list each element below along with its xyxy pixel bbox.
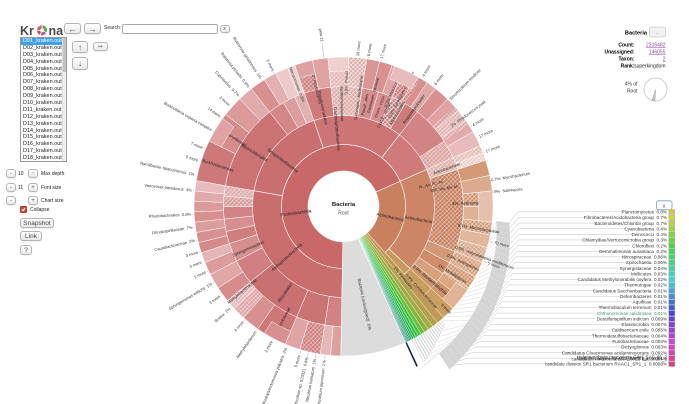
svg-text:3 more: 3 more [208, 293, 222, 305]
svg-text:Root: Root [627, 89, 638, 95]
svg-text:4% Actinomycetales: 4% Actinomycetales [452, 200, 494, 206]
svg-text:4 more: 4 more [471, 116, 485, 127]
svg-text:candidatus Aminicenantes WWE3: candidatus Aminicenantes WWE3 bacterium_… [572, 356, 668, 361]
svg-text:70 more: 70 more [494, 240, 510, 249]
svg-text:2: 2 [663, 57, 666, 63]
svg-text:Candidatus Saccharibacteria 0: Candidatus Saccharibacteria 0.01% [593, 288, 667, 293]
svg-text:Thermotogae 0.02%: Thermotogae 0.02% [624, 283, 667, 288]
svg-text:Burkholderia cepacia complex: Burkholderia cepacia complex [163, 100, 213, 132]
svg-text:Ramlibacter tataouinensis 1%: Ramlibacter tataouinensis 1% [140, 160, 195, 176]
svg-text:3 more: 3 more [189, 259, 203, 269]
svg-text:Caldithrix abyssi RAAC2_WWE1_1: Caldithrix abyssi RAAC2_WWE1_1 0.001% [577, 356, 667, 361]
svg-text:0.9% Pseudomona...: 0.9% Pseudomona... [344, 55, 350, 94]
svg-text:6 more: 6 more [433, 72, 445, 86]
svg-text:Gammaproteobacteria: Gammaproteobacteria [333, 107, 342, 152]
svg-text:pela 21: pela 21 [318, 28, 325, 43]
svg-text:Candidatus Cloacimonas acidami: Candidatus Cloacimonas acidaminovorans 0… [562, 350, 667, 355]
svg-text:17 more: 17 more [478, 128, 494, 140]
svg-text:4% of: 4% of [625, 82, 638, 88]
svg-text:2 more: 2 more [263, 339, 274, 353]
svg-text:Bradyrhizobium japonicum 1%: Bradyrhizobium japonicum 1% [315, 360, 327, 404]
svg-text:Spirochaetia 0.06%: Spirochaetia 0.06% [626, 260, 667, 265]
svg-text:5 more: 5 more [487, 260, 501, 270]
svg-text:superkingdom: superkingdom [634, 64, 665, 70]
svg-text:MIC..Mo..Mo..M..: MIC..Mo..Mo..M.. [430, 184, 459, 193]
svg-text:Desulfurispirillum indicum 0.: Desulfurispirillum indicum 0.009% [597, 316, 667, 321]
svg-text:7 more: 7 more [190, 141, 204, 151]
svg-text:Sphingomonas wittichii 1%: Sphingomonas wittichii 1% [168, 281, 214, 311]
svg-text:Caulobacteraceae 2%: Caulobacteraceae 2% [154, 238, 196, 252]
svg-text:Bosea 1%: Bosea 1% [213, 306, 231, 323]
svg-text:1 more: 1 more [193, 269, 207, 279]
svg-text:0.7% Mycobacterium: 0.7% Mycobacterium [491, 171, 531, 183]
svg-text:Chthonomonas calidirosea 0.01: Chthonomonas calidirosea 0.01% [597, 311, 667, 316]
svg-text:0.9% Salinispora: 0.9% Salinispora [491, 186, 524, 194]
svg-text:17 more: 17 more [485, 143, 501, 153]
svg-text:Planctomycetes 0.8%: Planctomycetes 0.8% [622, 210, 667, 215]
svg-text:Gemmatimonas aurantiaca 0.2%: Gemmatimonas aurantiaca 0.2% [599, 249, 667, 254]
svg-text:Thermobaculum terrenum 0.01%: Thermobaculum terrenum 0.01% [599, 305, 667, 310]
svg-text:Chlamydiae/Verrucomicrobia gro: Chlamydiae/Verrucomicrobia group 0.3% [582, 238, 667, 243]
svg-text:Methylobacterium: Methylobacterium [235, 329, 258, 359]
svg-text:Deinococci 0.4%: Deinococci 0.4% [632, 232, 668, 237]
svg-text:Unassigned:: Unassigned: [604, 50, 634, 56]
svg-text:4 more: 4 more [233, 319, 246, 332]
svg-text:Root: Root [338, 211, 349, 217]
svg-text:Variovorax paradoxus 4%: Variovorax paradoxus 4% [144, 183, 192, 193]
svg-text:3 more: 3 more [218, 95, 231, 108]
svg-text:Fusobacteriaceae 0.003%: Fusobacteriaceae 0.003% [612, 339, 667, 344]
svg-text:Deferribacteres 0.01%: Deferribacteres 0.01% [620, 294, 667, 299]
svg-text:Bacteroidetes/Chlorobi group: Bacteroidetes/Chlorobi group 0.7% [594, 221, 667, 226]
svg-text:Bacteria: Bacteria [625, 31, 648, 37]
svg-text:candidate division SR1 bacteri: candidate division SR1 bacterium RAAC1_S… [545, 362, 667, 367]
svg-text:Elusimicrobia 0.007%: Elusimicrobia 0.007% [622, 322, 667, 327]
svg-text:Rhodospirillaceae 7%: Rhodospirillaceae 7% [152, 225, 193, 236]
svg-text:5 more: 5 more [265, 59, 276, 73]
svg-text:Count:: Count: [618, 43, 634, 49]
svg-text:14 more: 14 more [207, 106, 223, 119]
svg-text:17 more: 17 more [379, 43, 388, 59]
svg-text:Fibrobacteres/Acidobacteria gr: Fibrobacteres/Acidobacteria group 0.7% [584, 215, 667, 220]
svg-text:0.7% Micrococcaceae: 0.7% Micrococcaceae [458, 223, 501, 235]
svg-text:18 more: 18 more [355, 40, 361, 56]
svg-text:Oryza...oryza: Oryza...oryza [374, 95, 386, 118]
svg-text:Rhodobacterales 0.8%: Rhodobacterales 0.8% [149, 212, 192, 219]
svg-text:Proteobacteria: Proteobacteria [280, 208, 312, 218]
svg-text:Gammapro...bacteriaceae: Gammapro...bacteriaceae [353, 75, 364, 120]
svg-text:6 more: 6 more [366, 42, 373, 56]
svg-text:Rhodopseudomonas palustris 2%: Rhodopseudomonas palustris 2% [260, 346, 288, 404]
svg-text:Nitrospiraceae 0.06%: Nitrospiraceae 0.06% [622, 255, 667, 260]
svg-text:Cyanobacteria 0.4%: Cyanobacteria 0.4% [624, 226, 667, 231]
svg-text:Pseud...ales: Pseud...ales [360, 93, 369, 116]
svg-text:↔: ↔ [655, 30, 660, 35]
svg-text:3 more: 3 more [185, 249, 199, 258]
svg-text:Taxon:: Taxon: [618, 57, 634, 63]
svg-text:Bacteria: Bacteria [332, 202, 356, 208]
svg-text:x: x [663, 203, 666, 209]
svg-text:Rank:: Rank: [621, 64, 635, 70]
svg-text:Xanthomonadaceae: Xanthomonadaceae [339, 86, 345, 123]
svg-text:Halanaerobium praevalens GINS: Halanaerobium praevalens GINS SAG-86_2 [577, 354, 668, 359]
svg-text:Dictyoglomus 0.003%: Dictyoglomus 0.003% [621, 345, 667, 350]
svg-text:5 more: 5 more [293, 354, 302, 368]
svg-text:Candidatus Methylomirabilis ox: Candidatus Methylomirabilis oxyfera 0.02… [578, 277, 667, 282]
svg-text:Mollicutes 0.03%: Mollicutes 0.03% [631, 271, 667, 276]
svg-text:Synergistaceae 0.04%: Synergistaceae 0.04% [620, 266, 667, 271]
svg-text:4 more: 4 more [421, 63, 432, 77]
svg-text:PL..An..PL..Ac: PL..An..PL..Ac [418, 180, 443, 190]
svg-text:Thermodesulfobacteriaceae 0.0: Thermodesulfobacteriaceae 0.004% [592, 333, 667, 338]
svg-text:2316482: 2316482 [646, 43, 666, 49]
svg-text:Actinobacteria: Actinobacteria [404, 214, 433, 224]
svg-text:Chloroflexi 0.2%: Chloroflexi 0.2% [632, 243, 667, 248]
svg-text:Actinobacteria: Actinobacteria [376, 211, 405, 222]
svg-text:Caldisericum exile 0.005%: Caldisericum exile 0.005% [612, 328, 667, 333]
svg-text:Aquificae 0.01%: Aquificae 0.01% [633, 300, 667, 305]
svg-text:Sinorhizobium medicae: Sinorhizobium medicae [448, 67, 482, 101]
svg-text:146055: 146055 [649, 50, 666, 56]
svg-text:na: na [49, 24, 65, 38]
svg-text:Kr: Kr [20, 24, 34, 38]
svg-text:5 more: 5 more [185, 154, 199, 163]
